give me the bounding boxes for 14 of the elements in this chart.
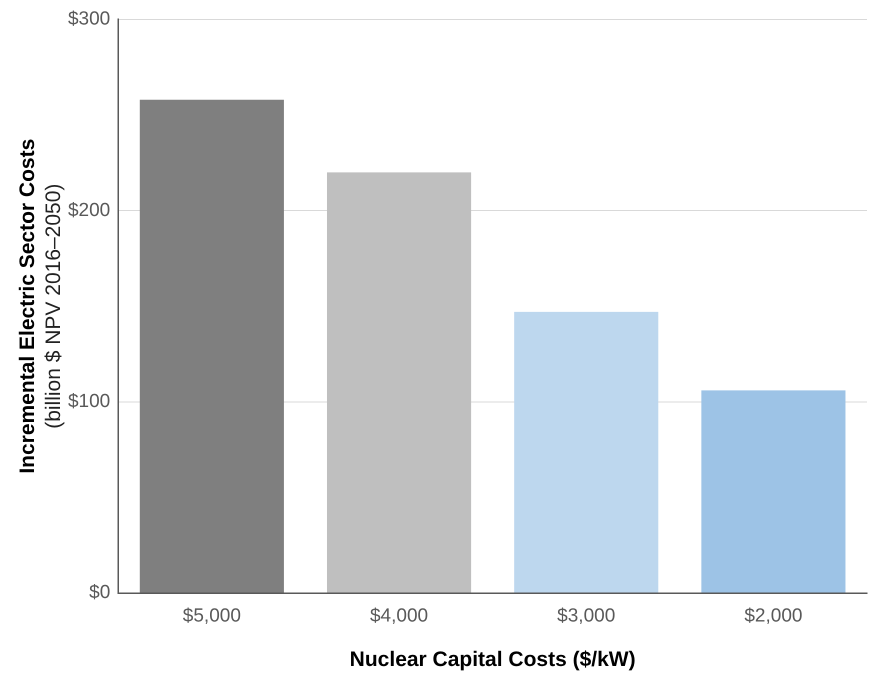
y-tick-label: $300 (68, 8, 110, 30)
x-tick-label: $3,000 (557, 606, 616, 627)
bar (514, 312, 658, 592)
y-tick-label: $100 (68, 391, 110, 412)
x-tick-label: $2,000 (744, 606, 802, 627)
bar (326, 172, 472, 592)
bar (140, 100, 284, 592)
x-tick-label: $5,000 (182, 606, 241, 627)
y-tick-label: $200 (68, 200, 110, 221)
y-axis-title: Incremental Electric Sector Costs (billion $ NPV 2016–2050) (16, 138, 65, 474)
y-tick-label: $0 (89, 582, 110, 604)
x-tick-label: $4,000 (370, 606, 428, 627)
bar (701, 390, 846, 592)
x-axis-title: Nuclear Capital Costs ($/kW) (350, 648, 636, 672)
